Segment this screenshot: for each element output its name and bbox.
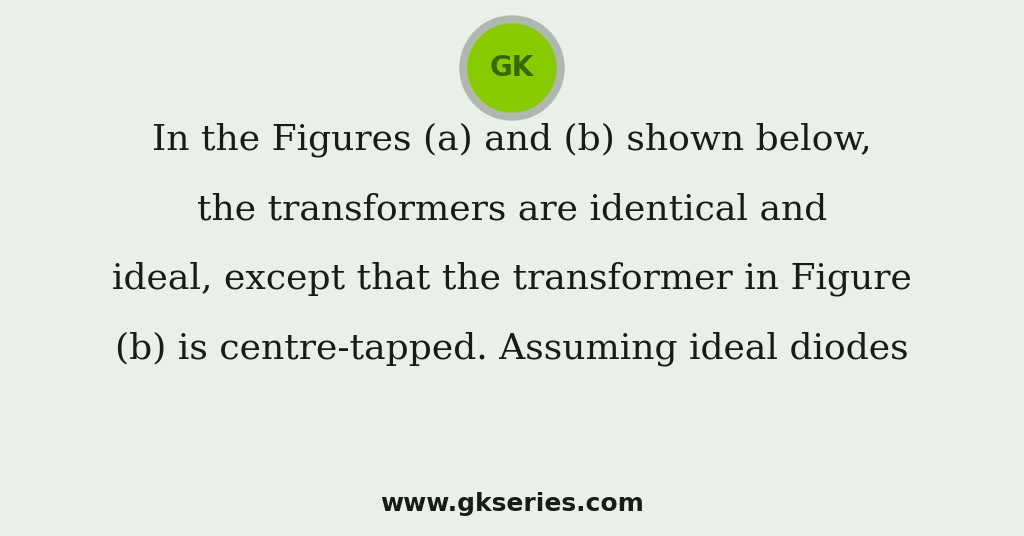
Text: ideal, except that the transformer in Figure: ideal, except that the transformer in Fi… [112, 262, 912, 296]
Text: In the Figures (a) and (b) shown below,: In the Figures (a) and (b) shown below, [153, 122, 871, 157]
Circle shape [468, 24, 556, 112]
Text: GK: GK [489, 54, 535, 82]
Circle shape [460, 16, 564, 120]
Text: (b) is centre-tapped. Assuming ideal diodes: (b) is centre-tapped. Assuming ideal dio… [115, 331, 909, 366]
Text: www.gkseries.com: www.gkseries.com [380, 492, 644, 516]
Text: the transformers are identical and: the transformers are identical and [197, 192, 827, 226]
